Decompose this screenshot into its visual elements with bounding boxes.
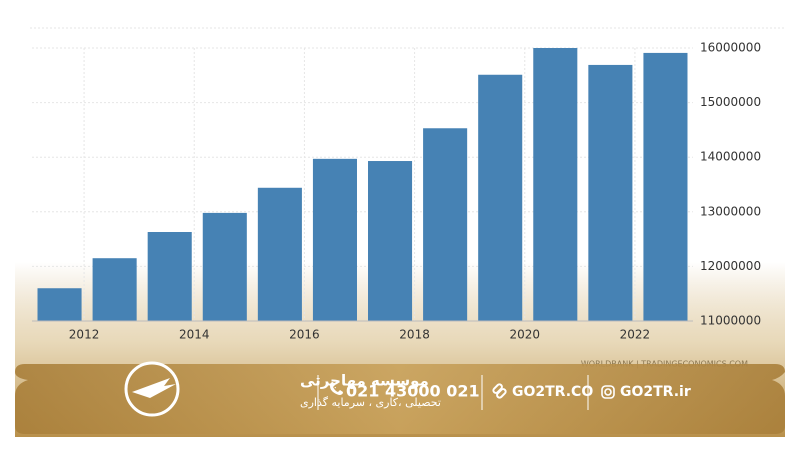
tagline: تحصیلی ،کاری ، سرمایه گذاری — [300, 396, 441, 409]
bar — [147, 232, 192, 321]
link-icon — [492, 383, 507, 399]
x-tick-label: 2014 — [179, 328, 210, 342]
x-tick-label: 2018 — [399, 328, 430, 342]
bar — [533, 48, 578, 321]
bar — [92, 258, 137, 321]
bar — [478, 74, 523, 321]
instagram: GO2TR.ir — [620, 384, 691, 400]
y-tick-label: 13000000 — [700, 204, 761, 218]
phone-icon — [330, 382, 343, 395]
y-tick-label: 14000000 — [700, 150, 761, 164]
logo-plane — [132, 378, 176, 398]
bar — [588, 64, 633, 322]
bar — [643, 52, 688, 321]
y-tick-label: 16000000 — [700, 41, 761, 55]
x-tick-label: 2022 — [620, 328, 651, 342]
bar — [257, 187, 302, 321]
instagram-icon — [601, 385, 615, 399]
bar — [37, 288, 82, 321]
phone: 021 43000 021 — [346, 382, 480, 401]
bar — [368, 161, 413, 321]
bar — [312, 158, 357, 321]
x-tick-label: 2020 — [509, 328, 540, 342]
y-tick-label: 11000000 — [700, 314, 761, 328]
logo — [124, 361, 180, 417]
x-tick-label: 2016 — [289, 328, 320, 342]
bar — [423, 128, 468, 321]
x-tick-label: 2012 — [69, 328, 100, 342]
site: GO2TR.CO — [512, 384, 593, 400]
y-tick-label: 12000000 — [700, 259, 761, 273]
bar — [202, 212, 247, 321]
footer-band — [15, 364, 785, 434]
y-tick-label: 15000000 — [700, 95, 761, 109]
